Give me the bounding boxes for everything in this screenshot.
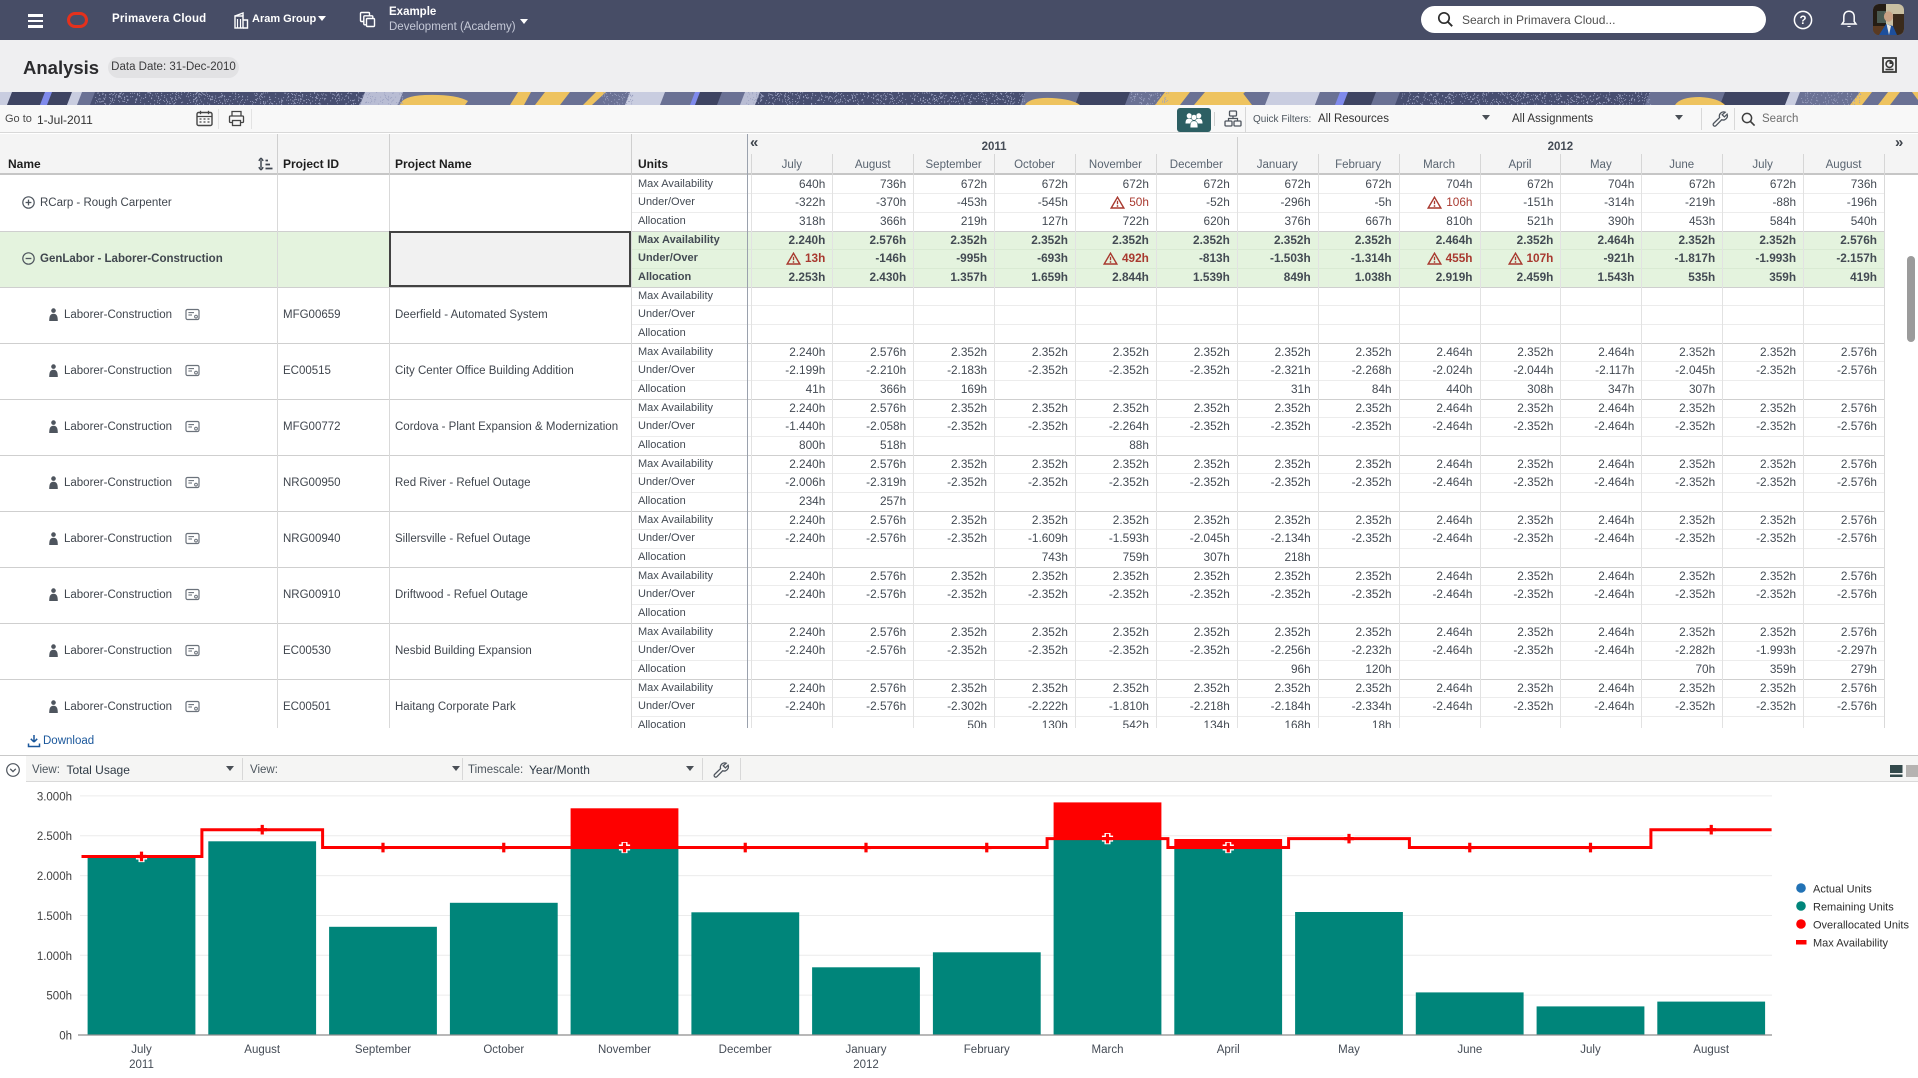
svg-text:March: March bbox=[1092, 1044, 1124, 1056]
svg-text:January: January bbox=[846, 1044, 887, 1056]
svg-text:October: October bbox=[483, 1044, 524, 1056]
svg-text:2012: 2012 bbox=[853, 1059, 879, 1071]
svg-text:June: June bbox=[1457, 1044, 1482, 1056]
svg-text:2011: 2011 bbox=[129, 1059, 154, 1071]
svg-text:2.000h: 2.000h bbox=[37, 871, 72, 883]
svg-text:0h: 0h bbox=[59, 1031, 72, 1043]
svg-text:April: April bbox=[1217, 1044, 1240, 1056]
svg-text:Overallocated Units: Overallocated Units bbox=[1813, 920, 1909, 932]
svg-text:July: July bbox=[131, 1044, 152, 1056]
svg-text:February: February bbox=[964, 1044, 1010, 1056]
svg-text:Actual Units: Actual Units bbox=[1813, 884, 1872, 896]
svg-text:3.000h: 3.000h bbox=[37, 791, 72, 803]
svg-text:Remaining Units: Remaining Units bbox=[1813, 902, 1894, 914]
svg-text:December: December bbox=[719, 1044, 772, 1056]
svg-text:500h: 500h bbox=[46, 991, 72, 1003]
svg-text:August: August bbox=[244, 1044, 281, 1056]
svg-text:September: September bbox=[355, 1044, 411, 1056]
svg-text:July: July bbox=[1580, 1044, 1601, 1056]
svg-text:August: August bbox=[1693, 1044, 1730, 1056]
svg-text:May: May bbox=[1338, 1044, 1360, 1056]
svg-text:2.500h: 2.500h bbox=[37, 831, 72, 843]
svg-text:1.500h: 1.500h bbox=[37, 911, 72, 923]
svg-text:November: November bbox=[598, 1044, 651, 1056]
svg-text:Max Availability: Max Availability bbox=[1813, 938, 1888, 950]
svg-text:1.000h: 1.000h bbox=[37, 951, 72, 963]
svg-text:?: ? bbox=[1799, 15, 1806, 27]
